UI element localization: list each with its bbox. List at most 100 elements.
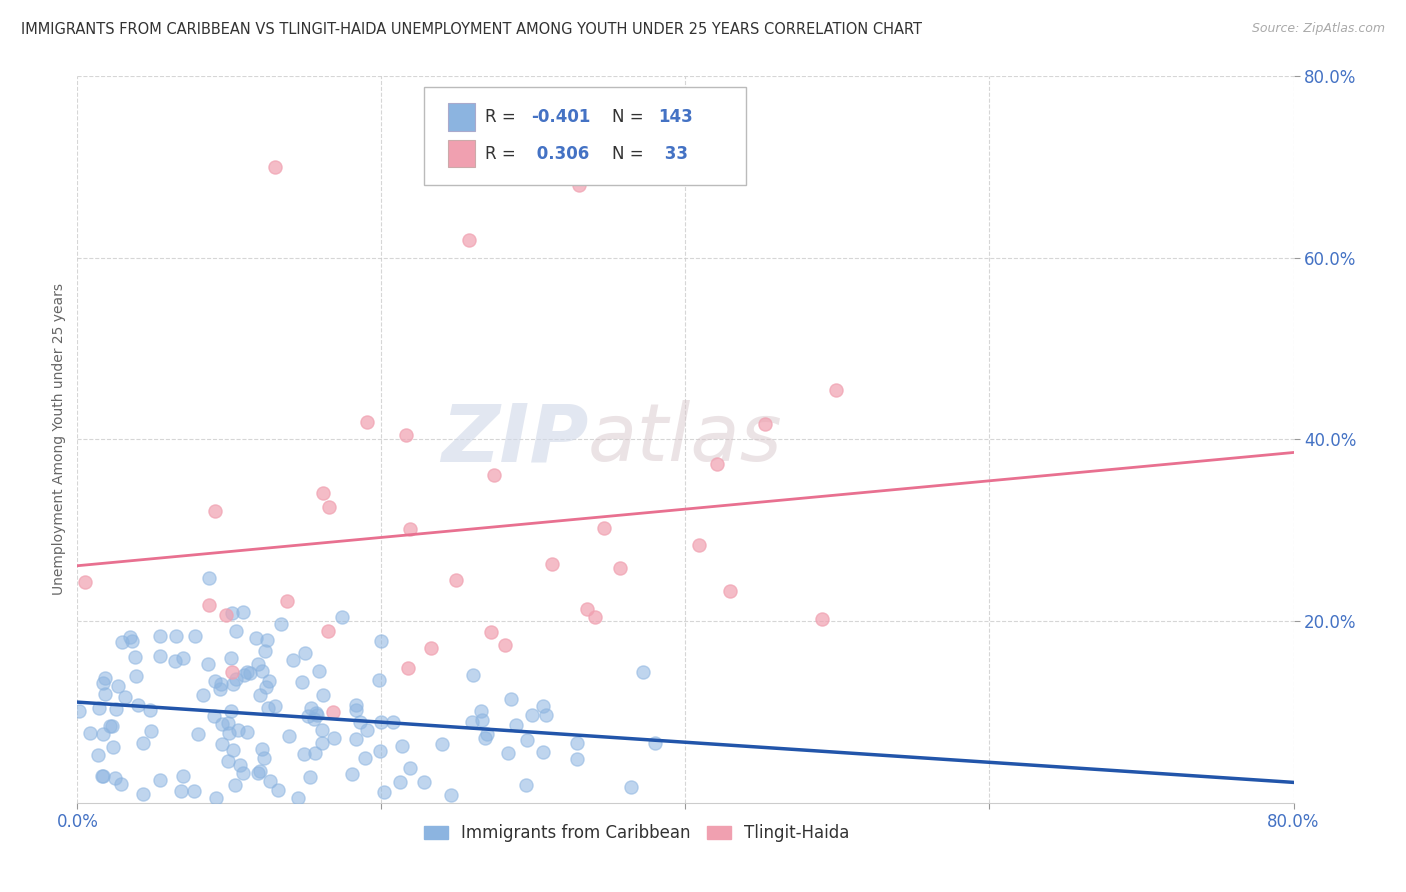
Point	[219, 650, 242, 665]
Point	[499, 692, 522, 706]
Point	[149, 629, 172, 643]
Point	[520, 708, 543, 723]
Point	[531, 698, 554, 713]
Point	[396, 661, 419, 675]
Point	[311, 735, 333, 749]
Point	[278, 730, 301, 744]
Point	[259, 774, 281, 789]
Point	[111, 634, 134, 648]
Point	[236, 665, 259, 679]
Point	[125, 669, 148, 683]
Point	[221, 743, 243, 757]
Point	[270, 617, 292, 632]
Point	[344, 731, 367, 746]
FancyBboxPatch shape	[425, 87, 747, 185]
Point	[114, 690, 136, 704]
Point	[183, 783, 205, 797]
Point	[294, 646, 316, 660]
Y-axis label: Unemployment Among Youth under 25 years: Unemployment Among Youth under 25 years	[52, 284, 66, 595]
Point	[246, 765, 269, 780]
Point	[373, 785, 395, 799]
Text: 143: 143	[658, 108, 693, 127]
Point	[91, 769, 114, 783]
Point	[246, 657, 269, 671]
Point	[444, 574, 467, 588]
Point	[367, 673, 389, 687]
Point	[298, 770, 321, 784]
Point	[287, 791, 309, 805]
Point	[302, 712, 325, 726]
Point	[536, 708, 558, 723]
Point	[440, 788, 463, 802]
Point	[249, 764, 271, 778]
Point	[399, 522, 422, 536]
Point	[299, 700, 322, 714]
Point	[394, 428, 416, 442]
Point	[149, 649, 172, 664]
Point	[226, 723, 249, 737]
Text: N =: N =	[613, 108, 650, 127]
Point	[170, 784, 193, 798]
Point	[232, 668, 254, 682]
Point	[184, 629, 207, 643]
Point	[688, 538, 710, 552]
Point	[322, 705, 344, 719]
Point	[631, 665, 654, 679]
Point	[494, 638, 516, 652]
Point	[399, 761, 422, 775]
Point	[474, 731, 496, 745]
Point	[191, 688, 214, 702]
Point	[172, 769, 194, 783]
Text: IMMIGRANTS FROM CARIBBEAN VS TLINGIT-HAIDA UNEMPLOYMENT AMONG YOUTH UNDER 25 YEA: IMMIGRANTS FROM CARIBBEAN VS TLINGIT-HAI…	[21, 22, 922, 37]
Point	[458, 234, 481, 248]
Point	[73, 574, 96, 589]
Point	[312, 486, 335, 500]
Point	[104, 701, 127, 715]
Point	[470, 704, 492, 718]
Point	[249, 688, 271, 702]
Point	[308, 665, 330, 679]
Point	[576, 602, 599, 616]
Point	[202, 709, 225, 723]
Point	[187, 727, 209, 741]
Text: ZIP: ZIP	[440, 401, 588, 478]
Text: atlas: atlas	[588, 401, 783, 478]
Point	[101, 719, 124, 733]
Point	[118, 630, 141, 644]
Point	[225, 672, 247, 686]
Point	[644, 736, 666, 750]
Point	[67, 704, 90, 718]
Point	[205, 791, 228, 805]
Point	[197, 599, 219, 613]
Point	[211, 737, 233, 751]
Point	[276, 593, 298, 607]
Point	[104, 771, 127, 785]
Point	[388, 775, 411, 789]
Point	[370, 714, 392, 729]
Point	[516, 732, 538, 747]
Text: -0.401: -0.401	[531, 108, 591, 127]
Point	[215, 607, 238, 622]
Point	[110, 777, 132, 791]
Point	[232, 766, 254, 780]
Point	[323, 731, 346, 745]
Point	[354, 750, 377, 764]
Point	[79, 725, 101, 739]
Point	[197, 657, 219, 672]
Point	[356, 415, 378, 429]
Point	[349, 714, 371, 729]
Point	[420, 640, 443, 655]
Point	[86, 747, 108, 762]
Point	[236, 724, 259, 739]
Text: N =: N =	[613, 145, 650, 162]
Point	[98, 719, 121, 733]
Point	[94, 671, 117, 685]
Point	[204, 504, 226, 518]
Point	[263, 698, 285, 713]
Point	[239, 665, 262, 680]
Point	[619, 780, 641, 794]
Point	[368, 744, 391, 758]
Text: R =: R =	[485, 108, 520, 127]
Point	[541, 557, 564, 571]
Point	[811, 612, 834, 626]
